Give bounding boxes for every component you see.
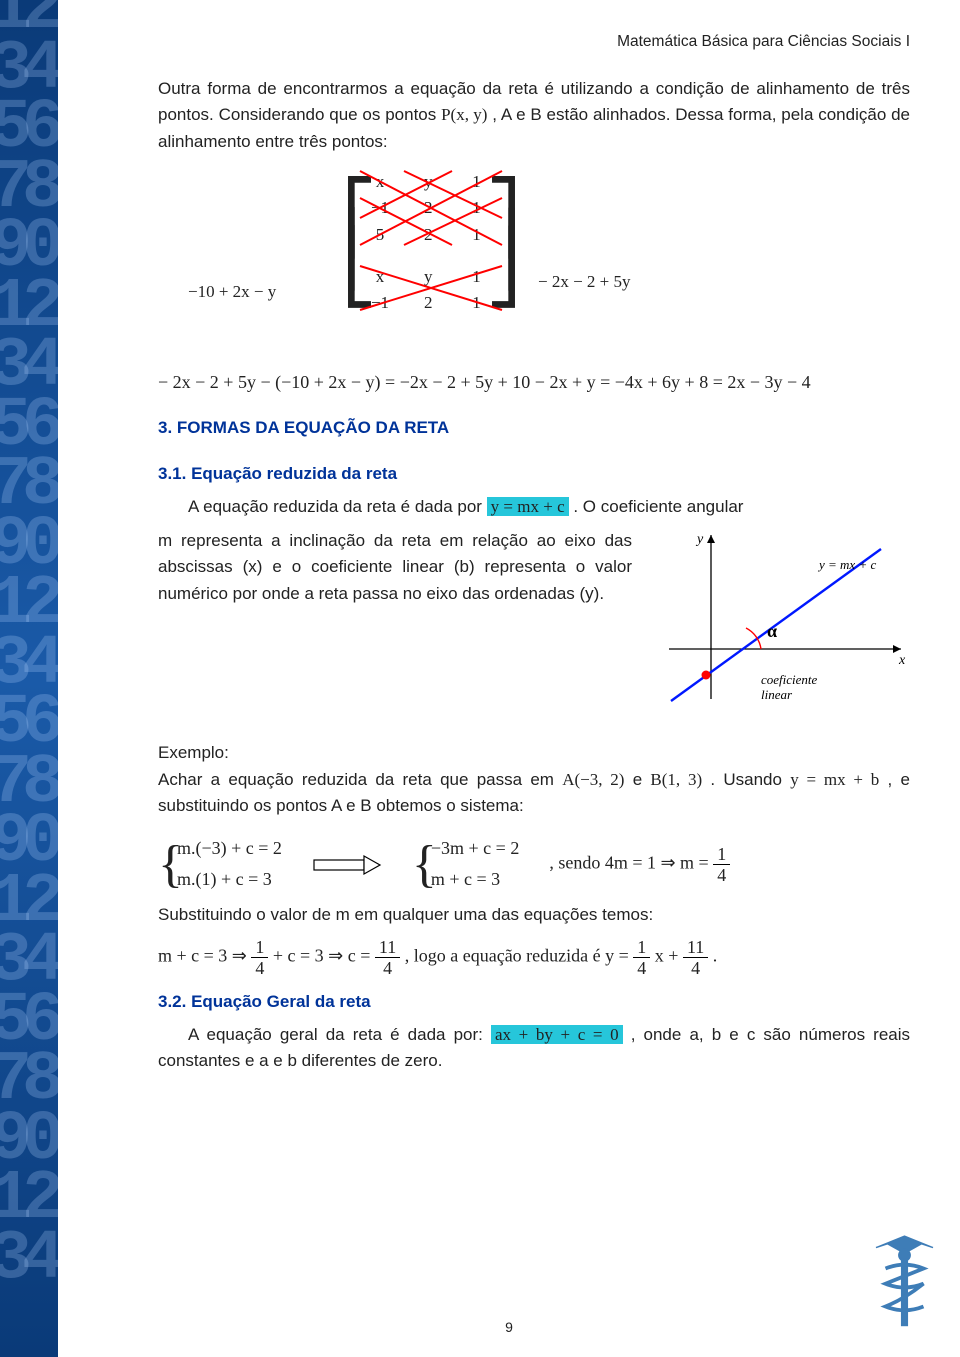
ex-c: . Usando xyxy=(710,770,790,789)
sub32-lead: A equação geral da reta é dada por: xyxy=(188,1025,491,1044)
f4d: 4 xyxy=(683,958,708,977)
frac-m-den: 4 xyxy=(713,865,730,884)
text-and-figure-row: m representa a inclinação da reta em rel… xyxy=(158,528,910,718)
svg-text:coeficiente: coeficiente xyxy=(761,672,818,687)
f1d: 4 xyxy=(251,958,268,977)
svg-text:linear: linear xyxy=(761,687,793,702)
svg-text:y = mx + c: y = mx + c xyxy=(817,557,876,572)
svg-text:x: x xyxy=(898,653,906,668)
subsection-31-heading: 3.1. Equação reduzida da reta xyxy=(158,461,910,487)
sub31-body: m representa a inclinação da reta em rel… xyxy=(158,528,632,718)
course-header: Matemática Básica para Ciências Sociais … xyxy=(128,30,910,54)
page-number: 9 xyxy=(58,1317,960,1339)
reduced-form-highlight: y = mx + c xyxy=(487,497,569,516)
sol-mid1: + c = 3 ⇒ c = xyxy=(273,946,375,966)
f3d: 4 xyxy=(633,958,650,977)
svg-text:α: α xyxy=(767,621,777,641)
f2d: 4 xyxy=(375,958,400,977)
sol-end: . xyxy=(713,946,718,966)
sarrus-left-sum: −10 + 2x − y xyxy=(188,279,276,305)
intro-paragraph: Outra forma de encontrarmos a equação da… xyxy=(158,76,910,155)
matrix-determinant: ⎡ ⎢ ⎣ x y 1 −1 2 1 5 2 1 ⎤ ⎥ ⎦ xyxy=(158,169,910,359)
decorative-sidebar: 12 34 56 78 90 12 34 56 78 90 12 34 56 7… xyxy=(0,0,58,1357)
sys-eq4: m + c = 3 xyxy=(431,866,519,894)
sub31-lead: A equação reduzida da reta é dada por y … xyxy=(158,494,910,520)
svg-text:y: y xyxy=(695,532,704,547)
sub31-after: . O coeficiente angular xyxy=(573,497,743,516)
f3n: 1 xyxy=(633,938,650,958)
sys-eq2: m.(1) + c = 3 xyxy=(177,866,282,894)
derivation-line: − 2x − 2 + 5y − (−10 + 2x − y) = −2x − 2… xyxy=(158,369,910,397)
ex-a: Achar a equação reduzida da reta que pas… xyxy=(158,770,562,789)
ex-b: e xyxy=(633,770,651,789)
f2n: 11 xyxy=(375,938,400,958)
caduceus-icon xyxy=(857,1230,952,1345)
subsection-32-heading: 3.2. Equação Geral da reta xyxy=(158,989,910,1015)
system-tail: , sendo 4m = 1 ⇒ m = 1 4 xyxy=(549,845,730,884)
sub31-lead-text: A equação reduzida da reta é dada por xyxy=(188,497,487,516)
ex-pointB: B(1, 3) xyxy=(650,770,702,789)
arrow-icon xyxy=(312,854,382,876)
substitution-line: Substituindo o valor de m em qualquer um… xyxy=(158,902,910,928)
sidebar-glyphs: 12 34 56 78 90 12 34 56 78 90 12 34 56 7… xyxy=(0,0,54,1289)
system-tail-text: , sendo 4m = 1 ⇒ m = xyxy=(549,853,713,873)
ex-pointA: A(−3, 2) xyxy=(562,770,624,789)
sol-mid2: , logo a equação reduzida é y = xyxy=(405,946,634,966)
sys-eq3: −3m + c = 2 xyxy=(431,835,519,863)
f1n: 1 xyxy=(251,938,268,958)
example-block: Exemplo: Achar a equação reduzida da ret… xyxy=(158,740,910,819)
line-graph-figure: x y y = mx + c α coeficiente linear xyxy=(650,528,910,718)
system-row: { m.(−3) + c = 2 m.(1) + c = 3 { −3m + c… xyxy=(158,835,910,894)
section-3-heading: 3. FORMAS DA EQUAÇÃO DA RETA xyxy=(158,415,910,441)
example-label: Exemplo: xyxy=(158,740,910,766)
ex-form: y = mx + b xyxy=(790,770,879,789)
sarrus-cross-1 xyxy=(352,163,512,253)
sys-eq1: m.(−3) + c = 2 xyxy=(177,835,282,863)
solution-line: m + c = 3 ⇒ 14 + c = 3 ⇒ c = 114 , logo … xyxy=(158,938,910,977)
page-content: Matemática Básica para Ciências Sociais … xyxy=(58,0,960,1357)
example-statement: Achar a equação reduzida da reta que pas… xyxy=(158,767,910,820)
sarrus-right-sum: − 2x − 2 + 5y xyxy=(538,269,631,295)
general-form-highlight: ax + by + c = 0 xyxy=(491,1025,623,1044)
frac-m-num: 1 xyxy=(713,845,730,865)
sub32-body: A equação geral da reta é dada por: ax +… xyxy=(158,1022,910,1075)
sol-mid3: x + xyxy=(655,946,683,966)
f4n: 11 xyxy=(683,938,708,958)
sol-a: m + c = 3 ⇒ xyxy=(158,946,251,966)
sarrus-cross-2 xyxy=(352,258,512,318)
intro-pxy: P(x, y) xyxy=(441,105,487,124)
